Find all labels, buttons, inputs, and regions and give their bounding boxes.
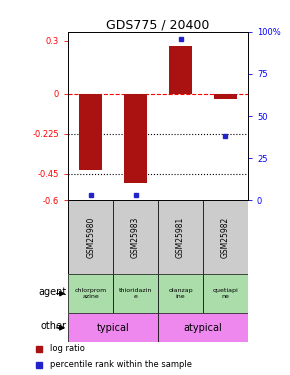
Text: agent: agent: [38, 286, 66, 297]
FancyBboxPatch shape: [113, 274, 158, 314]
Text: typical: typical: [97, 323, 129, 333]
Bar: [124, 94, 147, 183]
Text: thioridazin
e: thioridazin e: [119, 288, 152, 299]
Bar: [169, 46, 192, 94]
Text: GSM25983: GSM25983: [131, 216, 140, 258]
FancyBboxPatch shape: [68, 314, 158, 342]
Text: percentile rank within the sample: percentile rank within the sample: [50, 360, 192, 369]
FancyBboxPatch shape: [68, 274, 113, 314]
FancyBboxPatch shape: [158, 274, 203, 314]
FancyBboxPatch shape: [158, 200, 203, 274]
Text: GSM25980: GSM25980: [86, 216, 95, 258]
FancyBboxPatch shape: [203, 200, 248, 274]
FancyBboxPatch shape: [113, 200, 158, 274]
Text: atypical: atypical: [184, 323, 222, 333]
FancyBboxPatch shape: [158, 314, 248, 342]
Text: GSM25982: GSM25982: [221, 216, 230, 258]
Text: GSM25981: GSM25981: [176, 216, 185, 258]
Bar: [79, 94, 102, 170]
FancyBboxPatch shape: [203, 274, 248, 314]
Bar: [214, 94, 237, 99]
Text: GDS775 / 20400: GDS775 / 20400: [106, 18, 210, 31]
Text: quetiapi
ne: quetiapi ne: [213, 288, 238, 299]
FancyBboxPatch shape: [68, 200, 113, 274]
Text: other: other: [40, 321, 66, 332]
Text: olanzap
ine: olanzap ine: [168, 288, 193, 299]
Text: log ratio: log ratio: [50, 344, 85, 353]
Text: chlorprom
azine: chlorprom azine: [75, 288, 107, 299]
